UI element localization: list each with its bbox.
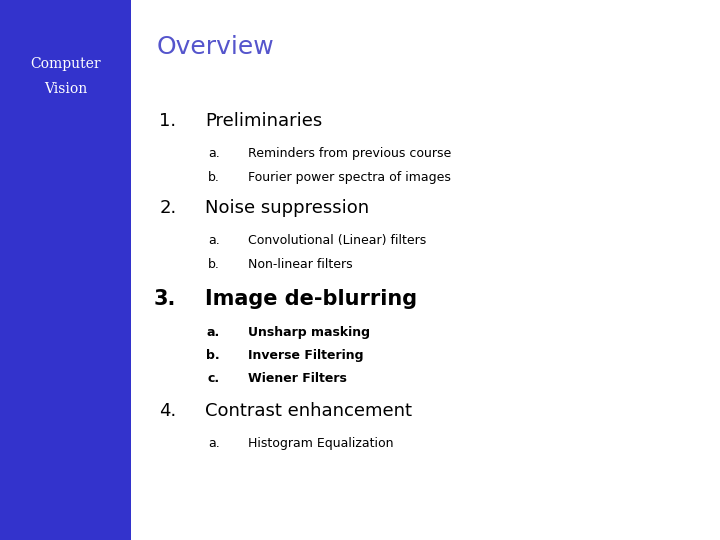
Text: Noise suppression: Noise suppression	[205, 199, 369, 217]
Text: Wiener Filters: Wiener Filters	[248, 372, 347, 385]
Text: Vision: Vision	[44, 82, 87, 96]
Text: Overview: Overview	[156, 35, 274, 59]
Text: Convolutional (Linear) filters: Convolutional (Linear) filters	[248, 234, 427, 247]
Text: Image de-blurring: Image de-blurring	[205, 288, 418, 309]
Text: a.: a.	[207, 326, 220, 339]
Text: b.: b.	[206, 349, 220, 362]
Text: a.: a.	[208, 147, 220, 160]
Text: 3.: 3.	[154, 288, 176, 309]
Text: Unsharp masking: Unsharp masking	[248, 326, 370, 339]
Text: Computer: Computer	[30, 57, 101, 71]
Text: Histogram Equalization: Histogram Equalization	[248, 437, 394, 450]
Text: c.: c.	[207, 372, 220, 385]
Bar	[0, 0, 131, 540]
Text: a.: a.	[208, 437, 220, 450]
Text: Reminders from previous course: Reminders from previous course	[248, 147, 451, 160]
Text: Non-linear filters: Non-linear filters	[248, 258, 353, 271]
Text: 4.: 4.	[159, 402, 176, 421]
Text: Fourier power spectra of images: Fourier power spectra of images	[248, 171, 451, 184]
Text: Contrast enhancement: Contrast enhancement	[205, 402, 412, 421]
Text: Preliminaries: Preliminaries	[205, 112, 323, 131]
Text: b.: b.	[208, 258, 220, 271]
Text: 1.: 1.	[159, 112, 176, 131]
Text: 2.: 2.	[159, 199, 176, 217]
Text: b.: b.	[208, 171, 220, 184]
Text: Inverse Filtering: Inverse Filtering	[248, 349, 364, 362]
Text: a.: a.	[208, 234, 220, 247]
